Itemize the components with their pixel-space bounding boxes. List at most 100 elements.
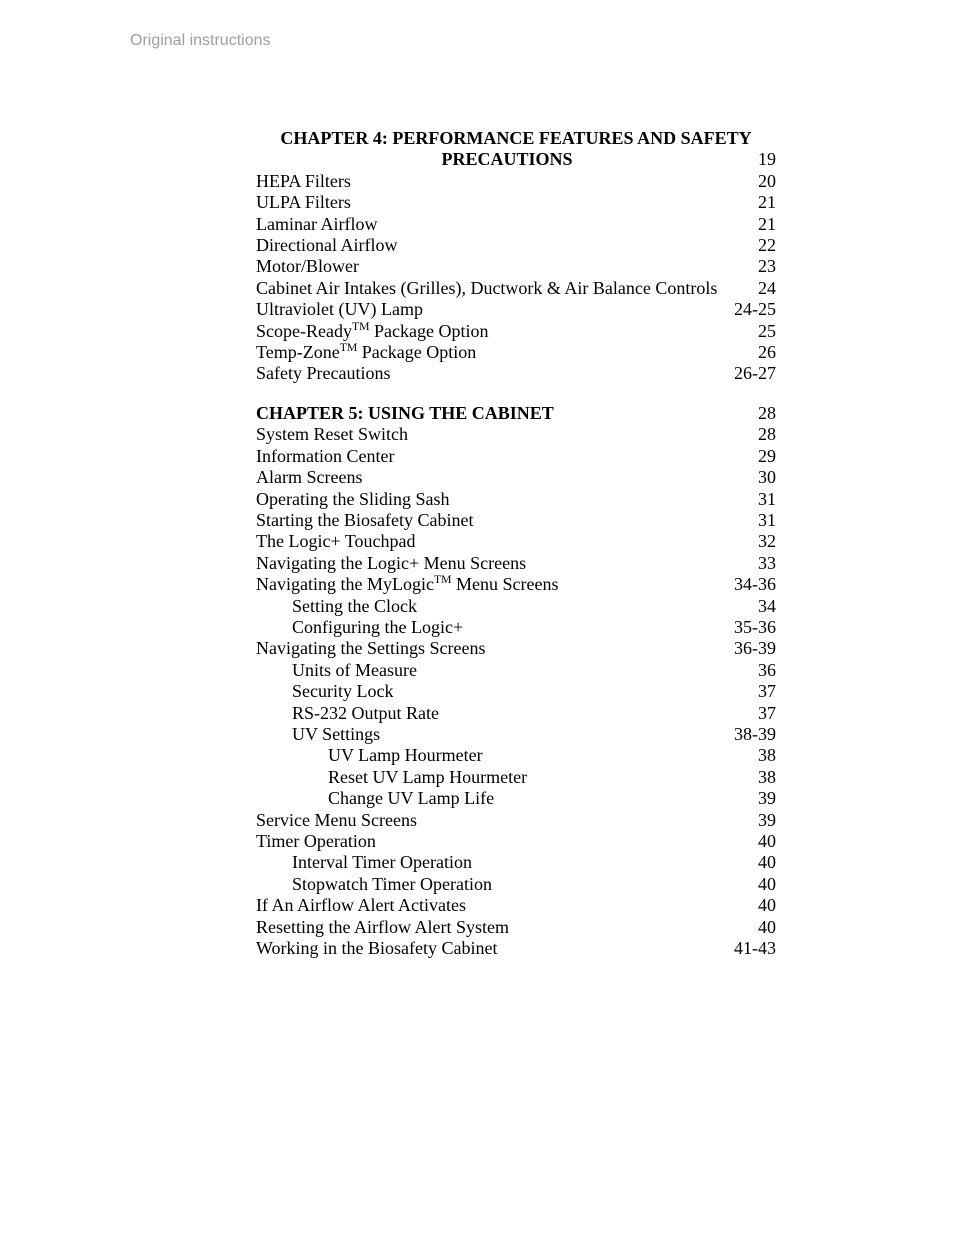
toc-entry-label: Temp-ZoneTM Package Option [256, 342, 758, 363]
toc-entry: Security Lock37 [256, 681, 776, 702]
toc-entry-label: Setting the Clock [256, 596, 758, 617]
toc-entry: ULPA Filters21 [256, 192, 776, 213]
toc-entry-label: Starting the Biosafety Cabinet [256, 510, 758, 531]
toc-entry: System Reset Switch28 [256, 424, 776, 445]
toc-entry: Working in the Biosafety Cabinet41-43 [256, 938, 776, 959]
toc-entry-page: 39 [758, 810, 776, 831]
toc-entry-page: 40 [758, 831, 776, 852]
chapter-title-row: CHAPTER 5: USING THE CABINET28 [256, 403, 776, 424]
toc-entry: Navigating the MyLogicTM Menu Screens34-… [256, 574, 776, 595]
toc-entry: Temp-ZoneTM Package Option26 [256, 342, 776, 363]
toc-entry: HEPA Filters20 [256, 171, 776, 192]
toc-entry-label: Operating the Sliding Sash [256, 489, 758, 510]
toc-entry-label: Safety Precautions [256, 363, 734, 384]
toc-entry: If An Airflow Alert Activates40 [256, 895, 776, 916]
toc-entry-page: 30 [758, 467, 776, 488]
toc-entry: Operating the Sliding Sash31 [256, 489, 776, 510]
chapter-title: PRECAUTIONS [256, 149, 758, 170]
toc-entry-label: UV Settings [256, 724, 734, 745]
toc-entry-label: Interval Timer Operation [256, 852, 758, 873]
toc-entry-label: Resetting the Airflow Alert System [256, 917, 758, 938]
document-page: Original instructions CHAPTER 4: PERFORM… [0, 0, 954, 1235]
toc-entry-page: 31 [758, 510, 776, 531]
toc-entry-label: Change UV Lamp Life [256, 788, 758, 809]
toc-entry-label: Scope-ReadyTM Package Option [256, 321, 758, 342]
toc-entry: Information Center29 [256, 446, 776, 467]
toc-entry-label: Information Center [256, 446, 758, 467]
toc-entry-label: Ultraviolet (UV) Lamp [256, 299, 734, 320]
toc-entry: UV Lamp Hourmeter38 [256, 745, 776, 766]
toc-entry-page: 21 [758, 192, 776, 213]
toc-entry: Cabinet Air Intakes (Grilles), Ductwork … [256, 278, 776, 299]
toc-entry-page: 26-27 [734, 363, 776, 384]
toc-entry-label: Working in the Biosafety Cabinet [256, 938, 734, 959]
toc-entry: Navigating the Settings Screens36-39 [256, 638, 776, 659]
toc-entry-label: ULPA Filters [256, 192, 758, 213]
toc-entry-page: 40 [758, 874, 776, 895]
toc-entry-label: HEPA Filters [256, 171, 758, 192]
toc-entry-label: Service Menu Screens [256, 810, 758, 831]
toc-entry-page: 40 [758, 917, 776, 938]
chapter-title: CHAPTER 5: USING THE CABINET [256, 403, 758, 424]
toc-entry-page: 38-39 [734, 724, 776, 745]
toc-entry-page: 26 [758, 342, 776, 363]
toc-entry-page: 31 [758, 489, 776, 510]
toc-entry-page: 39 [758, 788, 776, 809]
toc-entry: Ultraviolet (UV) Lamp24-25 [256, 299, 776, 320]
toc-entry-page: 28 [758, 424, 776, 445]
toc-entry-label: System Reset Switch [256, 424, 758, 445]
toc-entry-page: 36-39 [734, 638, 776, 659]
toc-entry-label: Reset UV Lamp Hourmeter [256, 767, 758, 788]
toc-entry-label: Navigating the Settings Screens [256, 638, 734, 659]
toc-entry: Configuring the Logic+35-36 [256, 617, 776, 638]
toc-entry: Reset UV Lamp Hourmeter38 [256, 767, 776, 788]
toc-entry: Laminar Airflow21 [256, 214, 776, 235]
toc-entry-page: 37 [758, 703, 776, 724]
toc-entry-label: Laminar Airflow [256, 214, 758, 235]
chapter-page-number: 28 [758, 403, 776, 424]
page-header: Original instructions [130, 32, 824, 50]
toc-entry-page: 24 [758, 278, 776, 299]
section-gap [256, 385, 776, 403]
chapter-page-number: 19 [758, 149, 776, 170]
toc-entry: Starting the Biosafety Cabinet31 [256, 510, 776, 531]
toc-entry: Motor/Blower23 [256, 256, 776, 277]
toc-entry: Navigating the Logic+ Menu Screens33 [256, 553, 776, 574]
toc-entry-page: 20 [758, 171, 776, 192]
toc-entry-label: Security Lock [256, 681, 758, 702]
toc-entry-page: 23 [758, 256, 776, 277]
toc-entry-page: 34-36 [734, 574, 776, 595]
toc-entry-label: If An Airflow Alert Activates [256, 895, 758, 916]
toc-entry-page: 32 [758, 531, 776, 552]
toc-entry-label: Configuring the Logic+ [256, 617, 734, 638]
toc-entry-page: 25 [758, 321, 776, 342]
toc-entry-page: 40 [758, 852, 776, 873]
toc-entry-page: 41-43 [734, 938, 776, 959]
chapter-title-row: PRECAUTIONS19 [256, 149, 776, 170]
toc-entry: Stopwatch Timer Operation40 [256, 874, 776, 895]
toc-entry: Units of Measure36 [256, 660, 776, 681]
toc-entry: Change UV Lamp Life39 [256, 788, 776, 809]
toc-entry-page: 35-36 [734, 617, 776, 638]
toc-entry-label: Directional Airflow [256, 235, 758, 256]
table-of-contents: CHAPTER 4: PERFORMANCE FEATURES AND SAFE… [256, 128, 776, 959]
toc-entry-page: 29 [758, 446, 776, 467]
toc-entry-label: The Logic+ Touchpad [256, 531, 758, 552]
toc-entry: Scope-ReadyTM Package Option25 [256, 321, 776, 342]
toc-entry: Resetting the Airflow Alert System40 [256, 917, 776, 938]
toc-entry-label: Motor/Blower [256, 256, 758, 277]
toc-entry: Service Menu Screens39 [256, 810, 776, 831]
toc-entry-label: Cabinet Air Intakes (Grilles), Ductwork … [256, 278, 758, 299]
chapter-title-row: CHAPTER 4: PERFORMANCE FEATURES AND SAFE… [256, 128, 776, 149]
toc-entry: RS-232 Output Rate37 [256, 703, 776, 724]
toc-entry: The Logic+ Touchpad32 [256, 531, 776, 552]
toc-entry-page: 38 [758, 767, 776, 788]
toc-entry-page: 36 [758, 660, 776, 681]
toc-entry: UV Settings38-39 [256, 724, 776, 745]
toc-entry: Timer Operation40 [256, 831, 776, 852]
toc-entry: Safety Precautions26-27 [256, 363, 776, 384]
toc-entry-page: 33 [758, 553, 776, 574]
toc-entry-label: Timer Operation [256, 831, 758, 852]
toc-entry-page: 40 [758, 895, 776, 916]
toc-entry-label: UV Lamp Hourmeter [256, 745, 758, 766]
